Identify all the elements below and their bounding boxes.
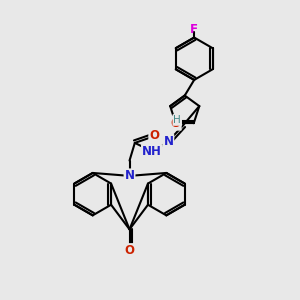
Text: O: O xyxy=(171,117,181,130)
Text: F: F xyxy=(190,23,198,36)
Text: N: N xyxy=(124,169,134,182)
Text: O: O xyxy=(124,244,134,257)
Text: O: O xyxy=(149,129,159,142)
Text: N: N xyxy=(164,135,173,148)
Text: H: H xyxy=(173,115,181,125)
Text: NH: NH xyxy=(142,145,162,158)
